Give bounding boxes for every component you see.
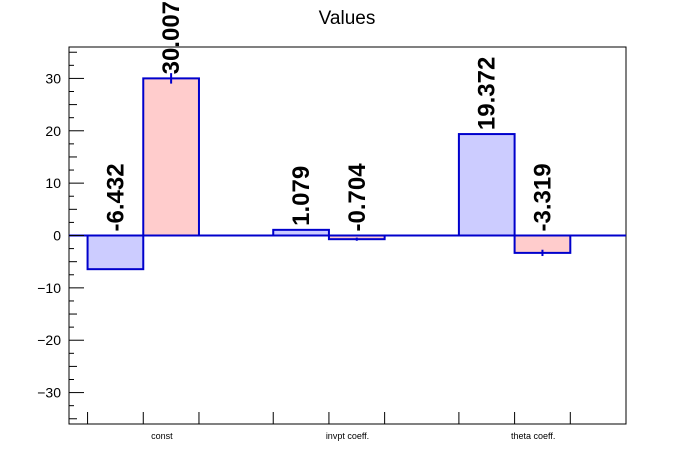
data-label: 30.007 (158, 1, 185, 74)
y-tick-label: −20 (37, 332, 61, 348)
y-tick-label: 30 (45, 70, 61, 86)
data-label: 19.372 (474, 57, 501, 130)
bar (142, 77, 200, 237)
data-label: 1.079 (288, 166, 315, 226)
data-labels-group: -6.432 1.079 19.372 30.007 -0.704 -3.319 (102, 1, 556, 232)
bar (86, 234, 145, 271)
data-label: -0.704 (344, 163, 371, 232)
data-label: -3.319 (529, 163, 556, 231)
x-axis: const invpt coeff. theta coeff. (87, 412, 571, 441)
y-axis: −30 −20 −10 0 10 20 30 (37, 51, 84, 420)
y-tick-label: 10 (45, 175, 61, 191)
y-tick-label: −10 (37, 280, 61, 296)
bar (457, 133, 516, 237)
y-tick-label: 0 (53, 228, 61, 244)
x-category-label: const (151, 431, 173, 441)
y-tick-label: −30 (37, 385, 61, 401)
chart-title: Values (319, 8, 376, 29)
x-category-label: invpt coeff. (326, 431, 369, 441)
error-bars-group (170, 73, 544, 257)
y-tick-label: 20 (45, 123, 61, 139)
data-label: -6.432 (102, 163, 129, 231)
x-category-label: theta coeff. (511, 431, 555, 441)
